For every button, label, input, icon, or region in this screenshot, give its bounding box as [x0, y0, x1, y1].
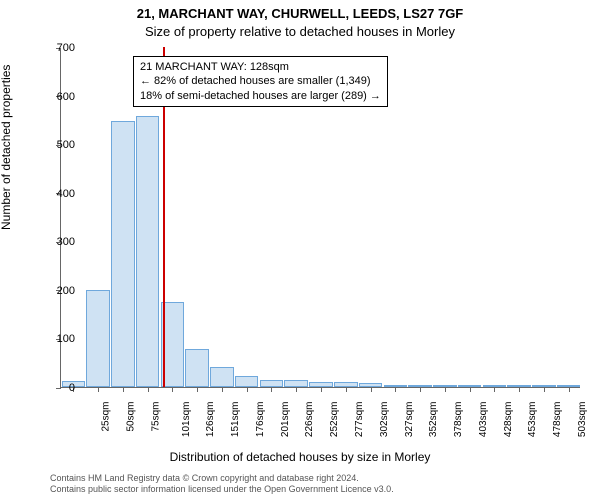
xtick-label: 453sqm — [527, 402, 538, 438]
ytick-mark — [56, 388, 61, 389]
xtick-label: 101sqm — [181, 402, 192, 438]
xtick-mark — [123, 387, 124, 392]
annotation-line3: 18% of semi-detached houses are larger (… — [140, 89, 381, 103]
ytick-label: 100 — [57, 333, 75, 345]
xtick-label: 226sqm — [305, 402, 316, 438]
footer-line1: Contains HM Land Registry data © Crown c… — [50, 473, 394, 485]
xtick-mark — [395, 387, 396, 392]
xtick-mark — [445, 387, 446, 392]
annotation-line1: 21 MARCHANT WAY: 128sqm — [140, 60, 381, 74]
xtick-label: 201sqm — [280, 402, 291, 438]
ytick-label: 400 — [57, 188, 75, 200]
plot-area: 21 MARCHANT WAY: 128sqm← 82% of detached… — [60, 48, 580, 388]
xtick-label: 378sqm — [453, 402, 464, 438]
xtick-mark — [470, 387, 471, 392]
xtick-mark — [371, 387, 372, 392]
histogram-bar — [86, 290, 110, 387]
xtick-label: 252sqm — [329, 402, 340, 438]
ytick-label: 500 — [57, 139, 75, 151]
chart-container: 21, MARCHANT WAY, CHURWELL, LEEDS, LS27 … — [0, 0, 600, 500]
chart-title-address: 21, MARCHANT WAY, CHURWELL, LEEDS, LS27 … — [0, 6, 600, 21]
xtick-label: 302sqm — [379, 402, 390, 438]
x-axis-label: Distribution of detached houses by size … — [0, 450, 600, 464]
footer-line2: Contains public sector information licen… — [50, 484, 394, 496]
y-axis-label: Number of detached properties — [0, 65, 13, 230]
xtick-mark — [271, 387, 272, 392]
histogram-bar — [284, 380, 308, 387]
histogram-bar — [235, 376, 259, 387]
xtick-label: 428sqm — [503, 402, 514, 438]
xtick-mark — [247, 387, 248, 392]
xtick-label: 151sqm — [230, 402, 241, 438]
histogram-bar — [185, 349, 209, 387]
xtick-label: 352sqm — [428, 402, 439, 438]
annotation-line2: ← 82% of detached houses are smaller (1,… — [140, 74, 381, 88]
xtick-mark — [197, 387, 198, 392]
xtick-label: 503sqm — [577, 402, 588, 438]
xtick-mark — [494, 387, 495, 392]
xtick-label: 25sqm — [101, 402, 112, 432]
xtick-label: 478sqm — [552, 402, 563, 438]
xtick-label: 176sqm — [255, 402, 266, 438]
xtick-mark — [172, 387, 173, 392]
histogram-bar — [260, 380, 284, 387]
chart-subtitle: Size of property relative to detached ho… — [0, 24, 600, 39]
xtick-mark — [222, 387, 223, 392]
xtick-label: 327sqm — [404, 402, 415, 438]
xtick-mark — [98, 387, 99, 392]
histogram-bar — [210, 367, 234, 387]
xtick-label: 126sqm — [206, 402, 217, 438]
ytick-label: 300 — [57, 236, 75, 248]
histogram-bar — [136, 116, 160, 387]
annotation-box: 21 MARCHANT WAY: 128sqm← 82% of detached… — [133, 56, 388, 107]
ytick-label: 600 — [57, 91, 75, 103]
xtick-label: 75sqm — [150, 402, 161, 432]
xtick-mark — [519, 387, 520, 392]
xtick-label: 277sqm — [354, 402, 365, 438]
xtick-mark — [420, 387, 421, 392]
xtick-label: 403sqm — [478, 402, 489, 438]
xtick-mark — [296, 387, 297, 392]
ytick-label: 700 — [57, 42, 75, 54]
xtick-mark — [569, 387, 570, 392]
histogram-bar — [111, 121, 135, 387]
xtick-mark — [321, 387, 322, 392]
ytick-label: 200 — [57, 285, 75, 297]
xtick-label: 50sqm — [126, 402, 137, 432]
ytick-label: 0 — [69, 382, 75, 394]
xtick-mark — [346, 387, 347, 392]
xtick-mark — [148, 387, 149, 392]
xtick-mark — [544, 387, 545, 392]
footer-attribution: Contains HM Land Registry data © Crown c… — [50, 473, 394, 496]
